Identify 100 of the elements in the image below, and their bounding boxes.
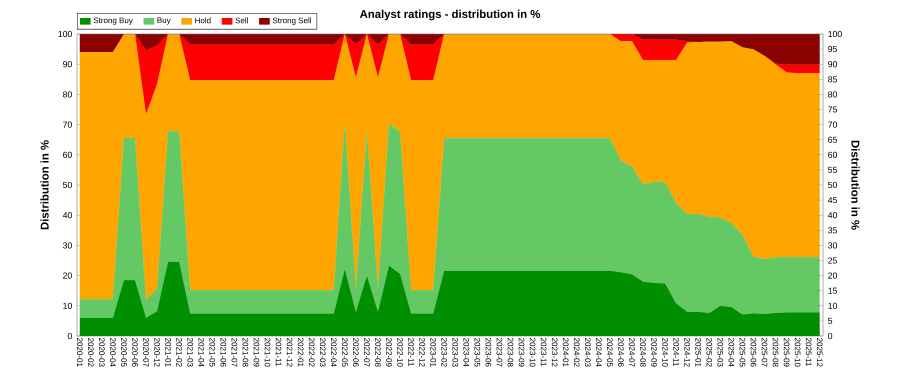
x-tick-label: 2022-08 bbox=[375, 338, 381, 367]
legend-label: Strong Buy bbox=[94, 18, 133, 25]
x-tick-label: 2020-06 bbox=[132, 338, 138, 367]
x-tick-label: 2022-06 bbox=[353, 338, 359, 367]
x-tick-label: 2024-09 bbox=[651, 338, 657, 367]
x-tick-label: 2023-09 bbox=[518, 338, 524, 367]
legend-label: Hold bbox=[195, 17, 211, 24]
x-tick-label: 2025-11 bbox=[806, 338, 812, 366]
x-tick-label: 2024-01 bbox=[562, 338, 569, 367]
x-tick-label: 2021-10 bbox=[264, 338, 270, 367]
y-tick-label: 30 bbox=[62, 242, 72, 248]
y2-tick-label: 20 bbox=[828, 272, 838, 279]
x-tick-label: 2024-07 bbox=[629, 338, 635, 367]
y2-tick-label: 15 bbox=[828, 288, 838, 294]
y2-tick-label: 45 bbox=[828, 197, 838, 204]
y2-tick-label: 10 bbox=[828, 302, 838, 309]
y-tick-label: 60 bbox=[63, 152, 72, 158]
x-tick-label: 2024-11 bbox=[673, 338, 679, 366]
y2-tick-label: 55 bbox=[828, 166, 838, 173]
x-tick-label: 2024-04 bbox=[596, 338, 602, 367]
y-tick-label: 40 bbox=[62, 212, 72, 218]
y2-tick-label: 85 bbox=[828, 76, 838, 82]
x-tick-label: 2021-08 bbox=[242, 338, 248, 367]
y-tick-label: 50 bbox=[63, 182, 72, 188]
x-tick-label: 2024-12 bbox=[684, 338, 690, 367]
x-tick-label: 2025-03 bbox=[717, 338, 724, 367]
y2-tick-label: 80 bbox=[828, 91, 838, 98]
x-tick-label: 2024-08 bbox=[640, 338, 646, 367]
x-tick-label: 2023-10 bbox=[530, 338, 536, 367]
y-tick-label: 10 bbox=[63, 302, 72, 309]
x-tick-label: 2021-05 bbox=[209, 338, 216, 367]
y2-tick-label: 0 bbox=[828, 332, 832, 340]
x-tick-label: 2023-12 bbox=[552, 338, 558, 367]
x-tick-label: 2023-11 bbox=[540, 338, 546, 366]
x-tick-label: 2020-07 bbox=[143, 338, 149, 367]
y2-tick-label: 95 bbox=[828, 46, 838, 52]
x-tick-label: 2022-01 bbox=[298, 338, 304, 367]
x-tick-label: 2021-11 bbox=[276, 338, 282, 366]
y2-tick-label: 70 bbox=[828, 122, 838, 128]
x-tick-label: 2025-05 bbox=[740, 338, 746, 367]
x-tick-label: 2020-01 bbox=[76, 338, 83, 367]
y2-tick-label: 5 bbox=[828, 318, 832, 324]
x-tick-label: 2021-01 bbox=[165, 338, 171, 367]
y2-tick-label: 90 bbox=[828, 61, 838, 68]
x-tick-label: 2023-05 bbox=[474, 338, 480, 367]
x-tick-label: 2020-04 bbox=[110, 338, 116, 367]
y2-tick-label: 30 bbox=[828, 242, 838, 248]
legend-label: Strong Sell bbox=[272, 17, 311, 25]
legend-label: Buy bbox=[157, 18, 171, 25]
x-tick-label: 2021-03 bbox=[187, 338, 194, 367]
x-tick-label: 2023-07 bbox=[496, 338, 502, 367]
x-tick-label: 2021-07 bbox=[232, 338, 238, 367]
x-tick-label: 2025-02 bbox=[706, 338, 712, 367]
y2-tick-label: 50 bbox=[828, 182, 838, 188]
y2-axis-title: Distribution in % bbox=[851, 140, 860, 230]
x-tick-label: 2025-10 bbox=[794, 338, 800, 367]
y-tick-label: 0 bbox=[68, 332, 72, 340]
x-tick-label: 2021-02 bbox=[176, 338, 182, 367]
y-tick-label: 100 bbox=[58, 30, 72, 38]
legend-label: Sell bbox=[235, 17, 248, 24]
y2-tick-label: 25 bbox=[828, 257, 838, 264]
x-tick-label: 2020-12 bbox=[154, 338, 160, 367]
y2-tick-label: 35 bbox=[828, 227, 838, 234]
x-tick-label: 2020-03 bbox=[99, 338, 105, 367]
x-tick-label: 2023-02 bbox=[441, 338, 448, 367]
x-tick-label: 2022-05 bbox=[342, 338, 348, 367]
x-tick-label: 2022-09 bbox=[386, 338, 392, 367]
y2-tick-label: 100 bbox=[828, 30, 842, 38]
x-tick-label: 2022-04 bbox=[330, 338, 337, 367]
x-tick-label: 2022-11 bbox=[408, 338, 414, 366]
y2-tick-label: 60 bbox=[828, 152, 838, 158]
x-tick-label: 2022-03 bbox=[320, 338, 326, 367]
y2-tick-label: 40 bbox=[828, 212, 838, 218]
chart-title: Analyst ratings - distribution in % bbox=[360, 10, 540, 20]
x-tick-label: 2023-08 bbox=[508, 338, 514, 367]
x-tick-label: 2024-10 bbox=[662, 338, 668, 367]
x-tick-label: 2023-04 bbox=[463, 338, 470, 367]
y-tick-label: 70 bbox=[63, 122, 72, 128]
x-tick-label: 2021-04 bbox=[198, 338, 204, 367]
x-tick-label: 2021-09 bbox=[254, 338, 260, 367]
x-tick-label: 2020-05 bbox=[121, 338, 127, 367]
x-tick-label: 2023-06 bbox=[486, 338, 492, 367]
x-tick-label: 2020-02 bbox=[88, 338, 94, 367]
x-tick-label: 2021-12 bbox=[286, 338, 292, 367]
x-tick-label: 2022-02 bbox=[308, 338, 315, 367]
x-tick-label: 2025-01 bbox=[695, 338, 702, 367]
y-tick-label: 90 bbox=[63, 61, 72, 68]
x-tick-label: 2025-09 bbox=[784, 338, 790, 367]
x-tick-label: 2025-12 bbox=[816, 338, 823, 367]
x-tick-label: 2022-07 bbox=[364, 338, 370, 367]
x-tick-label: 2024-06 bbox=[618, 338, 624, 367]
y-tick-label: 80 bbox=[63, 91, 72, 98]
x-tick-label: 2023-01 bbox=[430, 338, 436, 367]
x-tick-label: 2022-12 bbox=[419, 338, 425, 367]
x-tick-label: 2023-03 bbox=[452, 338, 458, 367]
x-tick-label: 2024-02 bbox=[574, 338, 580, 367]
x-tick-label: 2024-05 bbox=[607, 338, 613, 367]
y2-tick-label: 75 bbox=[828, 106, 838, 113]
y-tick-label: 20 bbox=[63, 272, 72, 279]
x-tick-label: 2025-07 bbox=[762, 338, 768, 367]
